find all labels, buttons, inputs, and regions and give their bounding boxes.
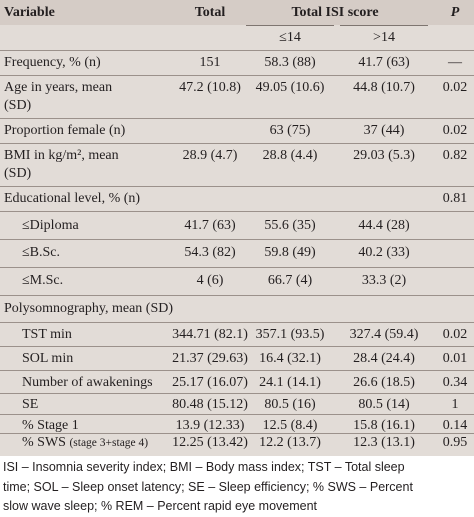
section-label: Educational level, % (n) <box>4 191 141 206</box>
row-label-cont: (SD) <box>4 98 32 113</box>
row-le14: 49.05 (10.6) <box>255 80 325 95</box>
footnote-line: slow wave sleep; % REM – Percent rapid e… <box>3 499 318 513</box>
row-le14: 80.5 (16) <box>264 397 316 412</box>
row-gt14: 44.8 (10.7) <box>353 80 415 95</box>
row-total: 344.71 (82.1) <box>172 327 248 342</box>
row-rule <box>0 295 474 296</box>
row-total: 151 <box>199 55 221 70</box>
row-rule <box>0 186 474 187</box>
row-rule <box>0 433 474 434</box>
row-label: BMI in kg/m², mean <box>4 148 119 163</box>
row-p: 0.34 <box>442 375 468 390</box>
subheader-rule-gt14 <box>340 25 428 26</box>
row-rule <box>0 322 474 323</box>
row-gt14: 37 (44) <box>363 123 405 138</box>
row-p: 0.82 <box>442 148 468 163</box>
row-gt14: 33.3 (2) <box>361 273 407 288</box>
row-label: Frequency, % (n) <box>4 55 101 70</box>
row-p: 0.02 <box>442 80 468 95</box>
row-label: TST min <box>22 327 72 342</box>
table-band-tail <box>0 452 474 456</box>
header-total: Total <box>194 5 226 20</box>
row-p: 1 <box>451 397 459 412</box>
table-header <box>0 0 474 25</box>
table-footnote: ISI – Insomnia severity index; BMI – Bod… <box>3 458 473 517</box>
row-gt14: 28.4 (24.4) <box>353 351 415 366</box>
row-label: Number of awakenings <box>22 375 153 390</box>
row-label: ≤Diploma <box>22 218 79 233</box>
row-p: 0.02 <box>442 123 468 138</box>
row-label: Age in years, mean <box>4 80 113 95</box>
row-label-cont: (SD) <box>4 166 32 181</box>
row-p: 0.02 <box>442 327 468 342</box>
row-total: 80.48 (15.12) <box>172 397 248 412</box>
row-rule <box>0 118 474 119</box>
header-variable: Variable <box>4 5 55 20</box>
footnote-line: ISI – Insomnia severity index; BMI – Bod… <box>3 460 405 474</box>
row-label: SE <box>22 397 39 412</box>
row-le14: 16.4 (32.1) <box>259 351 321 366</box>
row-gt14: 15.8 (16.1) <box>353 418 415 433</box>
row-total: 47.2 (10.8) <box>179 80 241 95</box>
row-rule <box>0 239 474 240</box>
row-gt14: 12.3 (13.1) <box>353 435 415 450</box>
row-le14: 66.7 (4) <box>267 273 313 288</box>
row-total: 21.37 (29.63) <box>172 351 248 366</box>
row-total: 12.25 (13.42) <box>172 435 248 450</box>
row-gt14: 40.2 (33) <box>358 245 410 260</box>
row-gt14: 80.5 (14) <box>358 397 410 412</box>
row-le14: 59.8 (49) <box>264 245 316 260</box>
row-p: 0.95 <box>442 435 468 450</box>
header-p: P <box>450 5 460 20</box>
results-table: Variable Total Total ISI score P ≤14 >14… <box>0 0 474 456</box>
row-le14: 58.3 (88) <box>264 55 316 70</box>
row-le14: 24.1 (14.1) <box>259 375 321 390</box>
row-label: % Stage 1 <box>22 418 79 433</box>
row-total: 41.7 (63) <box>184 218 236 233</box>
row-p: 0.14 <box>442 418 468 433</box>
row-rule <box>0 267 474 268</box>
row-gt14: 41.7 (63) <box>358 55 410 70</box>
row-le14: 357.1 (93.5) <box>255 327 325 342</box>
row-label: % SWS (stage 3+stage 4) <box>22 435 149 450</box>
row-label: ≤B.Sc. <box>22 245 61 260</box>
header-isi: Total ISI score <box>291 5 379 20</box>
row-rule <box>0 143 474 144</box>
row-total: 25.17 (16.07) <box>172 375 248 390</box>
header-rule <box>0 50 474 51</box>
row-p: 0.01 <box>442 351 468 366</box>
header-le14: ≤14 <box>279 30 301 45</box>
row-rule <box>0 393 474 394</box>
row-total: 28.9 (4.7) <box>182 148 238 163</box>
row-gt14: 327.4 (59.4) <box>349 327 419 342</box>
row-gt14: 26.6 (18.5) <box>353 375 415 390</box>
row-rule <box>0 370 474 371</box>
row-label: ≤M.Sc. <box>22 273 64 288</box>
row-le14: 63 (75) <box>269 123 311 138</box>
section-label: Polysomnography, mean (SD) <box>4 301 174 316</box>
row-le14: 28.8 (4.4) <box>262 148 318 163</box>
row-rule <box>0 346 474 347</box>
row-rule <box>0 211 474 212</box>
row-gt14: 44.4 (28) <box>358 218 410 233</box>
header-gt14: >14 <box>373 30 395 45</box>
row-rule <box>0 75 474 76</box>
row-label: Proportion female (n) <box>4 123 126 138</box>
row-rule <box>0 414 474 415</box>
row-total: 4 (6) <box>196 273 224 288</box>
subheader-rule-le14 <box>246 25 334 26</box>
row-total: 13.9 (12.33) <box>175 418 245 433</box>
row-le14: 12.5 (8.4) <box>262 418 318 433</box>
row-p: — <box>448 55 462 70</box>
row-le14: 12.2 (13.7) <box>259 435 321 450</box>
row-p: 0.81 <box>442 191 468 206</box>
footnote-line: time; SOL – Sleep onset latency; SE – Sl… <box>3 479 413 494</box>
row-total: 54.3 (82) <box>184 245 236 260</box>
row-le14: 55.6 (35) <box>264 218 316 233</box>
row-label: SOL min <box>22 351 74 366</box>
row-gt14: 29.03 (5.3) <box>353 148 415 163</box>
